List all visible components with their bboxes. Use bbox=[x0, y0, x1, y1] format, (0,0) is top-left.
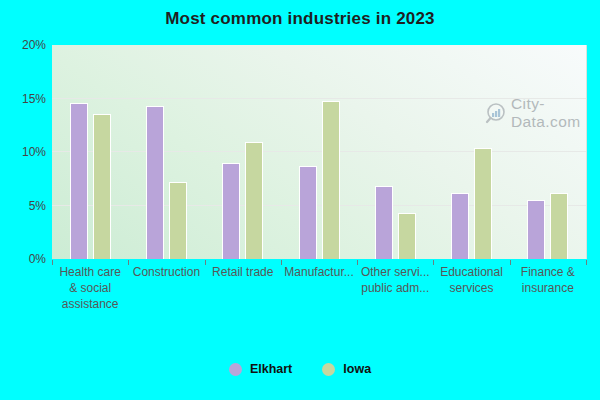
bar-elkhart-4 bbox=[299, 166, 317, 259]
bar-iowa-1 bbox=[93, 114, 111, 260]
x-category-label-7: Finance &insurance bbox=[510, 264, 586, 296]
bar-iowa-5 bbox=[398, 213, 416, 259]
bar-elkhart-3 bbox=[222, 163, 240, 259]
chart-canvas: Most common industries in 2023 0% 5% 10% 15… bbox=[0, 0, 600, 400]
x-category-label-3: Retail trade bbox=[205, 264, 281, 280]
x-axis-tick bbox=[281, 260, 282, 265]
watermark: City-Data.com bbox=[484, 95, 586, 131]
x-category-label-line: Health care bbox=[52, 264, 128, 280]
x-category-label-line: Retail trade bbox=[205, 264, 281, 280]
x-category-label-line: services bbox=[433, 280, 509, 296]
y-tick-label-10%: 10% bbox=[0, 145, 46, 159]
bar-iowa-6 bbox=[474, 148, 492, 259]
bar-elkhart-2 bbox=[146, 106, 164, 259]
bar-elkhart-5 bbox=[375, 186, 393, 259]
y-tick-label-5%: 5% bbox=[0, 199, 46, 213]
legend-item-iowa: Iowa bbox=[322, 362, 371, 376]
x-category-label-6: Educationalservices bbox=[433, 264, 509, 296]
x-axis-tick bbox=[510, 260, 511, 265]
chart-title: Most common industries in 2023 bbox=[0, 9, 600, 29]
legend-label-elkhart: Elkhart bbox=[250, 362, 292, 376]
x-category-label-1: Health care& socialassistance bbox=[52, 264, 128, 312]
x-category-label-4: Manufactur... bbox=[281, 264, 357, 280]
x-axis-tick bbox=[205, 260, 206, 265]
x-category-label-line: Construction bbox=[128, 264, 204, 280]
bar-elkhart-6 bbox=[451, 193, 469, 259]
legend-item-elkhart: Elkhart bbox=[229, 362, 292, 376]
legend-dot-iowa bbox=[322, 363, 335, 376]
legend-label-iowa: Iowa bbox=[343, 362, 371, 376]
x-axis-tick bbox=[128, 260, 129, 265]
bar-iowa-2 bbox=[169, 182, 187, 259]
y-tick-label-20%: 20% bbox=[0, 38, 46, 52]
x-category-label-line: insurance bbox=[510, 280, 586, 296]
legend-dot-elkhart bbox=[229, 363, 242, 376]
plot-area: City-Data.com bbox=[52, 45, 587, 259]
bar-iowa-3 bbox=[245, 142, 263, 259]
x-category-label-line: assistance bbox=[52, 296, 128, 312]
bar-elkhart-7 bbox=[527, 200, 545, 259]
x-axis-tick bbox=[586, 260, 587, 265]
x-axis-tick bbox=[52, 260, 53, 265]
bar-iowa-7 bbox=[550, 193, 568, 259]
x-category-label-line: Finance & bbox=[510, 264, 586, 280]
x-category-label-2: Construction bbox=[128, 264, 204, 280]
gridline-15% bbox=[52, 98, 586, 99]
x-category-label-line: Manufactur... bbox=[281, 264, 357, 280]
gridline-10% bbox=[52, 151, 586, 152]
x-category-label-line: Educational bbox=[433, 264, 509, 280]
x-axis-tick bbox=[357, 260, 358, 265]
bar-iowa-4 bbox=[322, 101, 340, 259]
gridline-5% bbox=[52, 205, 586, 206]
watermark-text: City-Data.com bbox=[511, 95, 586, 131]
x-axis-tick bbox=[433, 260, 434, 265]
x-category-label-line: Other servi... bbox=[357, 264, 433, 280]
city-data-logo-icon bbox=[484, 102, 507, 125]
bar-elkhart-1 bbox=[70, 103, 88, 259]
x-category-label-5: Other servi...public adm... bbox=[357, 264, 433, 296]
y-tick-label-0%: 0% bbox=[0, 252, 46, 266]
chart-legend: Elkhart Iowa bbox=[0, 362, 600, 376]
y-tick-label-15%: 15% bbox=[0, 92, 46, 106]
x-category-label-line: public adm... bbox=[357, 280, 433, 296]
x-category-label-line: & social bbox=[52, 280, 128, 296]
